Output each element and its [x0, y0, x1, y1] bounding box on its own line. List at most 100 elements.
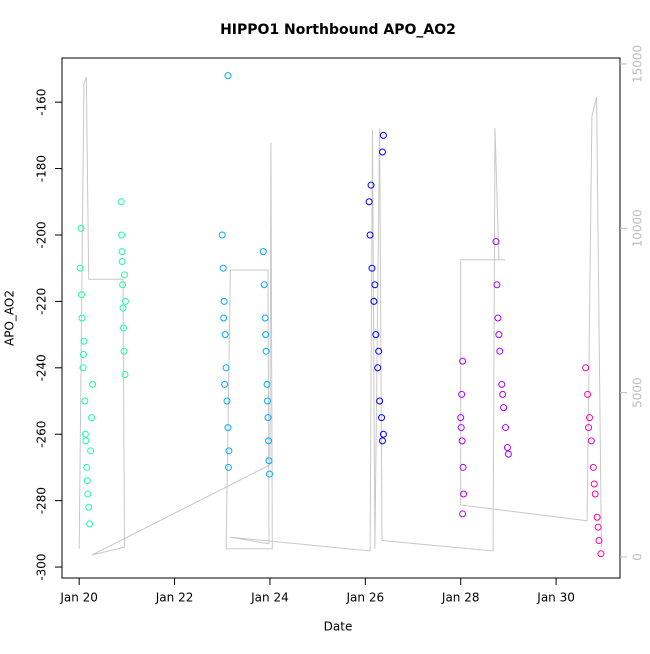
point	[378, 414, 386, 422]
point	[493, 281, 501, 289]
x-tick-label: Jan 20	[59, 591, 98, 605]
point	[372, 331, 380, 339]
x-tick-label: Jan 30	[536, 591, 575, 605]
point	[78, 291, 86, 299]
y-tick-label: -280	[35, 487, 49, 514]
point	[76, 264, 84, 272]
point	[265, 457, 273, 465]
point	[375, 347, 383, 355]
point	[365, 198, 373, 206]
point	[379, 430, 387, 438]
point	[120, 271, 128, 279]
point	[368, 264, 376, 272]
point	[593, 513, 601, 521]
point	[89, 380, 97, 388]
point	[503, 444, 511, 452]
point	[224, 463, 232, 471]
y-tick-label: -220	[35, 288, 49, 315]
point	[595, 536, 603, 544]
point	[119, 281, 127, 289]
point	[225, 447, 233, 455]
point	[459, 510, 467, 518]
x-axis-label: Date	[324, 620, 353, 634]
point	[77, 224, 85, 232]
point	[370, 297, 378, 305]
point	[260, 281, 268, 289]
point	[119, 304, 127, 312]
point	[120, 347, 128, 355]
point	[224, 72, 232, 80]
y-axis-label: APO_AO2	[3, 290, 17, 346]
point	[81, 397, 89, 405]
x-tick-label: Jan 26	[346, 591, 385, 605]
point	[87, 447, 95, 455]
point	[458, 437, 466, 445]
point	[121, 370, 129, 378]
point	[121, 297, 129, 305]
point	[86, 520, 94, 528]
point	[492, 238, 500, 246]
y2-tick-label: 15000	[631, 45, 645, 83]
point	[594, 523, 602, 531]
point	[220, 297, 228, 305]
point	[457, 424, 465, 432]
point	[79, 351, 87, 359]
x-tick-label: Jan 28	[441, 591, 480, 605]
point	[82, 437, 90, 445]
point	[589, 463, 597, 471]
point	[221, 380, 229, 388]
point	[264, 414, 272, 422]
point	[459, 357, 467, 365]
point	[374, 364, 382, 372]
point	[585, 424, 593, 432]
point	[379, 131, 387, 139]
chart-title: HIPPO1 Northbound APO_AO2	[220, 22, 456, 38]
point	[366, 231, 374, 239]
point	[500, 404, 508, 412]
point	[81, 430, 89, 438]
point	[494, 314, 502, 322]
point	[265, 470, 273, 478]
y2-tick-label: 10000	[631, 209, 645, 247]
x-tick-label: Jan 24	[250, 591, 289, 605]
point	[80, 337, 88, 345]
point	[78, 314, 86, 322]
y-tick-label: -180	[35, 155, 49, 182]
point	[584, 390, 592, 398]
point	[460, 490, 468, 498]
point	[376, 397, 384, 405]
point	[118, 248, 126, 256]
point	[118, 258, 126, 266]
point	[495, 331, 503, 339]
point	[259, 248, 267, 256]
point	[582, 364, 590, 372]
altitude-line	[78, 76, 602, 556]
point	[378, 148, 386, 156]
point	[496, 347, 504, 355]
point	[587, 437, 595, 445]
point	[264, 397, 272, 405]
point	[88, 414, 96, 422]
point	[79, 364, 87, 372]
y-tick-label: -260	[35, 421, 49, 448]
point	[120, 324, 128, 332]
y-tick-label: -300	[35, 553, 49, 580]
point	[218, 231, 226, 239]
point	[458, 390, 466, 398]
point	[371, 281, 379, 289]
y2-tick-label: 5000	[631, 377, 645, 408]
point	[262, 331, 270, 339]
y-tick-label: -200	[35, 221, 49, 248]
point	[590, 480, 598, 488]
point	[83, 463, 91, 471]
point	[220, 314, 228, 322]
point	[378, 437, 386, 445]
point	[504, 450, 512, 458]
point	[265, 437, 273, 445]
point	[85, 503, 93, 511]
plot-frame	[61, 57, 621, 579]
point	[117, 198, 125, 206]
point	[118, 231, 126, 239]
